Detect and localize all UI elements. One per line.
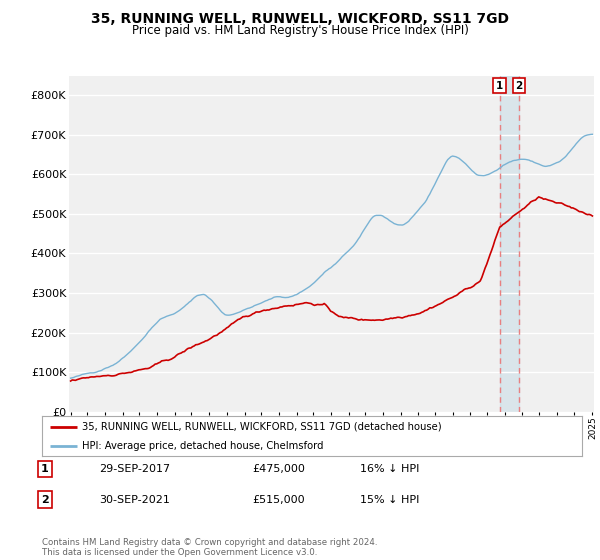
Text: £475,000: £475,000: [252, 464, 305, 474]
Bar: [500, 76, 519, 412]
Text: 35, RUNNING WELL, RUNWELL, WICKFORD, SS11 7GD (detached house): 35, RUNNING WELL, RUNWELL, WICKFORD, SS1…: [83, 422, 442, 432]
Text: 2: 2: [41, 494, 49, 505]
Text: £515,000: £515,000: [252, 494, 305, 505]
Text: 1: 1: [496, 81, 503, 91]
Text: 15% ↓ HPI: 15% ↓ HPI: [360, 494, 419, 505]
Text: Contains HM Land Registry data © Crown copyright and database right 2024.
This d: Contains HM Land Registry data © Crown c…: [42, 538, 377, 557]
Text: HPI: Average price, detached house, Chelmsford: HPI: Average price, detached house, Chel…: [83, 441, 324, 450]
Text: Price paid vs. HM Land Registry's House Price Index (HPI): Price paid vs. HM Land Registry's House …: [131, 24, 469, 37]
Text: 29-SEP-2017: 29-SEP-2017: [99, 464, 170, 474]
Text: 16% ↓ HPI: 16% ↓ HPI: [360, 464, 419, 474]
Text: 30-SEP-2021: 30-SEP-2021: [99, 494, 170, 505]
Text: 1: 1: [41, 464, 49, 474]
Text: 2: 2: [515, 81, 523, 91]
Text: 35, RUNNING WELL, RUNWELL, WICKFORD, SS11 7GD: 35, RUNNING WELL, RUNWELL, WICKFORD, SS1…: [91, 12, 509, 26]
